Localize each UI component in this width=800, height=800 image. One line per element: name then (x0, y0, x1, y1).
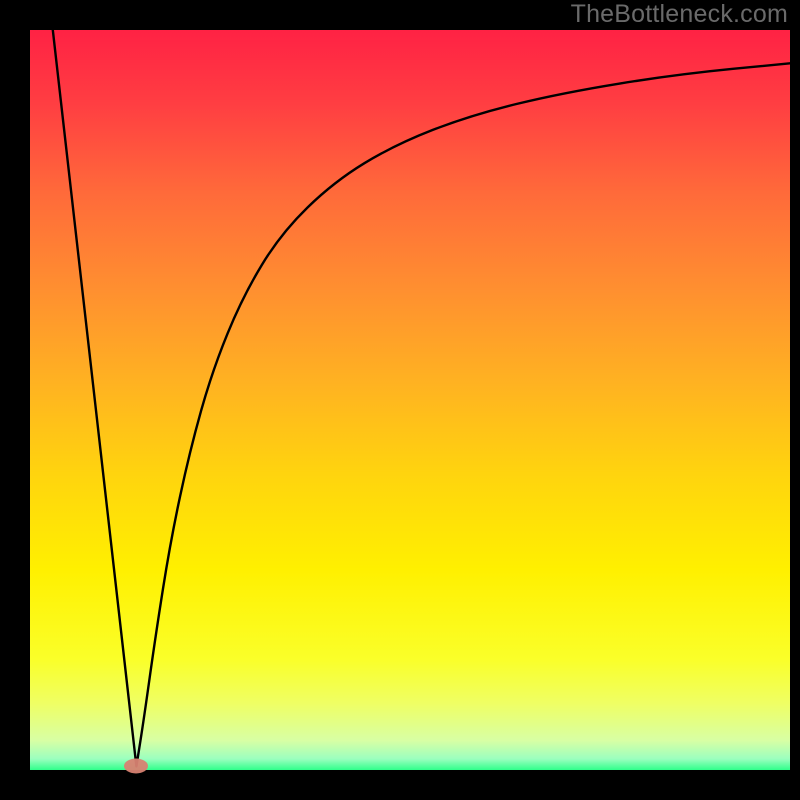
watermark-text: TheBottleneck.com (571, 0, 788, 29)
optimum-marker (124, 759, 148, 774)
chart-outer-frame: TheBottleneck.com (0, 0, 800, 800)
curve-layer (30, 30, 790, 770)
bottleneck-curve (53, 30, 790, 766)
plot-area (30, 30, 790, 770)
